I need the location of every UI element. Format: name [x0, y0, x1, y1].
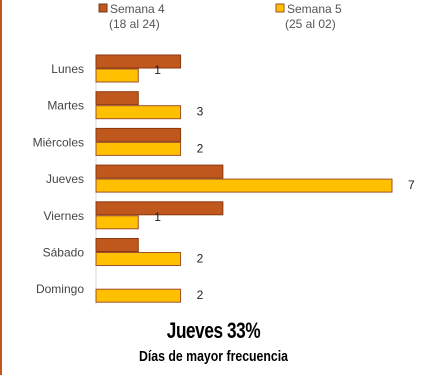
- bar-semana-4-sabado: [95, 238, 139, 252]
- data-label-semana-5-jueves: 7: [408, 178, 415, 192]
- bar-semana-5-miercoles: [95, 141, 182, 156]
- bar-semana-5-domingo: [95, 288, 182, 303]
- bar-semana-5-lunes: [95, 68, 139, 83]
- data-label-semana-5-sabado: 2: [197, 252, 204, 266]
- legend-swatch-semana-5: [275, 3, 285, 13]
- data-label-semana-5-domingo: 2: [197, 288, 204, 302]
- bar-chart: Semana 4(18 al 24) Semana 5(25 al 02) Lune…: [33, 2, 415, 305]
- legend-label-semana-5: Semana 5: [287, 2, 342, 16]
- data-label-semana-5-viernes: 1: [154, 210, 161, 224]
- legend-swatch-semana-4: [98, 3, 108, 13]
- data-label-semana-5-martes: 3: [197, 105, 204, 119]
- category-label-martes: Martes: [47, 99, 84, 113]
- category-label-lunes: Lunes: [51, 62, 84, 76]
- bar-semana-5-jueves: [95, 178, 393, 193]
- headline: Jueves 33%: [166, 318, 261, 343]
- legend-sublabel-semana-5: (25 al 02): [285, 17, 336, 31]
- bar-semana-4-viernes: [95, 201, 224, 216]
- bar-semana-4-jueves: [95, 164, 224, 179]
- legend-sublabel-semana-4: (18 al 24): [109, 17, 160, 31]
- category-label-jueves: Jueves: [46, 172, 84, 186]
- category-label-viernes: Viernes: [44, 209, 84, 223]
- left-frame-border: [0, 0, 2, 375]
- bar-semana-5-martes: [95, 105, 182, 120]
- bar-semana-4-lunes: [95, 54, 182, 69]
- category-label-sabado: Sábado: [43, 246, 85, 260]
- bar-semana-4-miercoles: [95, 127, 182, 142]
- bar-semana-4-martes: [95, 91, 139, 106]
- legend-label-semana-4: Semana 4: [110, 2, 165, 16]
- subheadline: Días de mayor frecuencia: [138, 348, 289, 365]
- bar-semana-5-sabado: [95, 252, 182, 266]
- data-label-semana-5-miercoles: 2: [197, 141, 204, 155]
- bar-semana-5-viernes: [95, 215, 139, 230]
- category-label-miercoles: Miércoles: [33, 135, 84, 149]
- category-label-domingo: Domingo: [36, 282, 84, 296]
- data-label-semana-5-lunes: 1: [154, 63, 161, 77]
